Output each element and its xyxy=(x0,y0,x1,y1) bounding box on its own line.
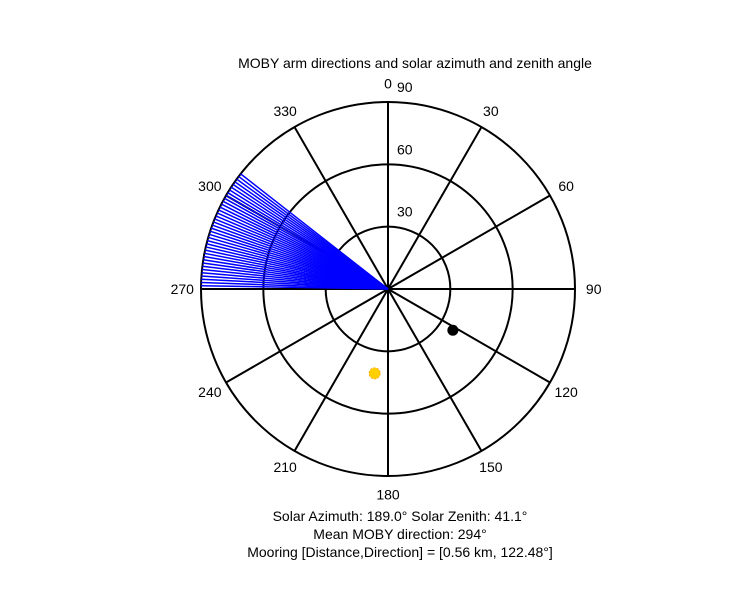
angle-tick-label-30: 30 xyxy=(483,103,499,119)
moby-direction-caption: Mean MOBY direction: 294° xyxy=(313,526,487,542)
angle-tick-label-60: 60 xyxy=(558,178,574,194)
angle-tick-label-270: 270 xyxy=(171,281,195,297)
angle-tick-label-150: 150 xyxy=(479,459,503,475)
angle-tick-label-300: 300 xyxy=(198,178,222,194)
sun-point xyxy=(368,367,381,380)
radial-tick-label-30: 30 xyxy=(397,204,413,220)
radial-tick-label-90: 90 xyxy=(397,79,413,95)
angle-tick-label-240: 240 xyxy=(198,384,222,400)
arm-direction-line xyxy=(240,173,389,290)
angle-tick-label-210: 210 xyxy=(273,459,297,475)
angle-tick-label-180: 180 xyxy=(376,487,400,503)
mooring-point xyxy=(447,324,459,336)
angle-tick-label-0: 0 xyxy=(384,75,392,91)
chart-title: MOBY arm directions and solar azimuth an… xyxy=(238,55,592,71)
solar-caption: Solar Azimuth: 189.0° Solar Zenith: 41.1… xyxy=(272,508,528,524)
angle-tick-label-120: 120 xyxy=(554,384,578,400)
radial-tick-label-60: 60 xyxy=(397,141,413,157)
mooring-caption: Mooring [Distance,Direction] = [0.56 km,… xyxy=(247,544,553,560)
angle-tick-label-90: 90 xyxy=(586,281,602,297)
angle-tick-label-330: 330 xyxy=(273,103,297,119)
